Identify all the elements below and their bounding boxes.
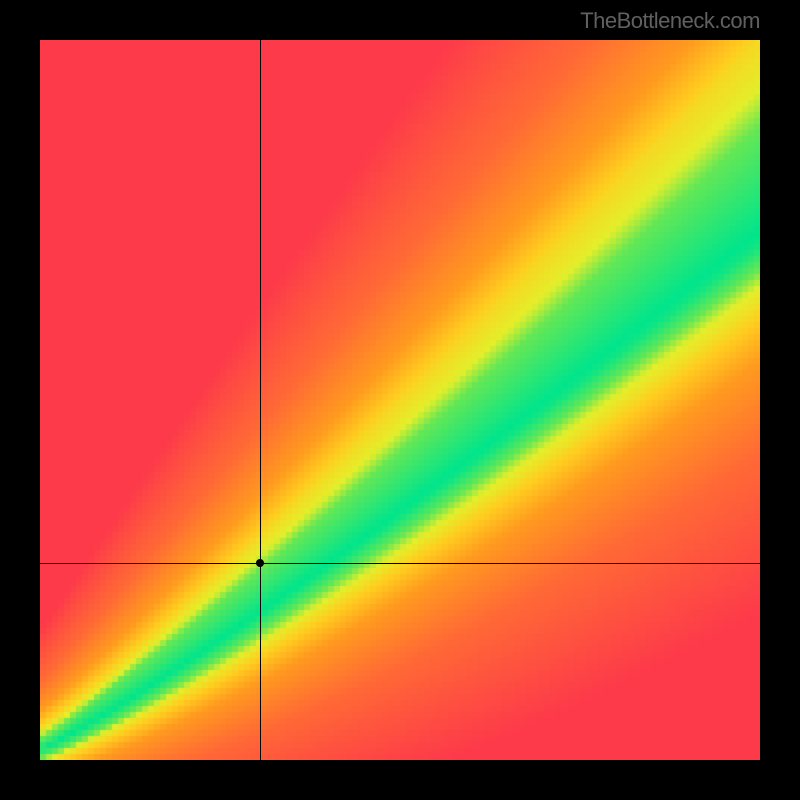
marker-point	[256, 559, 264, 567]
heatmap-canvas	[40, 40, 760, 760]
heatmap-plot	[40, 40, 760, 760]
root-container: TheBottleneck.com	[0, 0, 800, 800]
crosshair-vertical	[260, 40, 261, 760]
crosshair-horizontal	[40, 563, 760, 564]
watermark-text: TheBottleneck.com	[580, 8, 760, 34]
